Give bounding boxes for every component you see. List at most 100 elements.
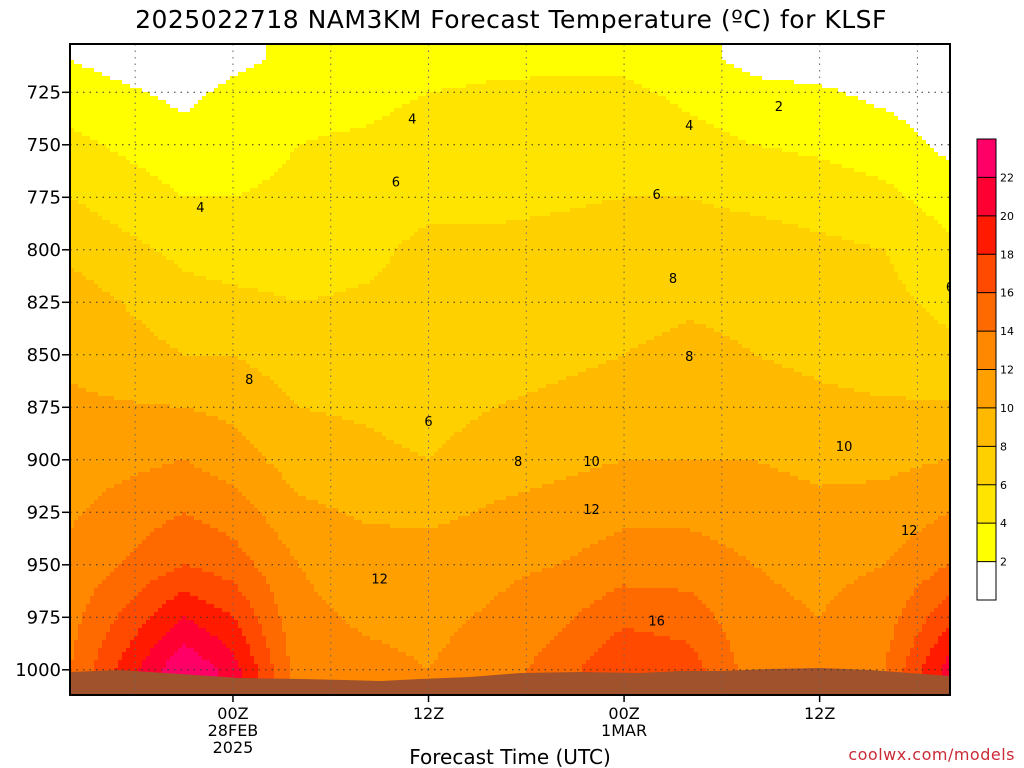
temperature-cell <box>134 444 138 448</box>
temperature-cell <box>138 112 142 116</box>
temperature-cell <box>138 644 142 648</box>
temperature-cell <box>130 484 134 488</box>
temperature-cell <box>118 572 122 576</box>
temperature-cell <box>106 260 110 264</box>
temperature-cell <box>86 608 90 612</box>
temperature-cell <box>78 512 82 516</box>
temperature-cell <box>90 64 94 68</box>
temperature-cell <box>98 416 102 420</box>
temperature-cell <box>106 588 110 592</box>
temperature-cell <box>138 500 142 504</box>
temperature-cell <box>138 448 142 452</box>
temperature-cell <box>110 384 114 388</box>
temperature-cell <box>122 184 126 188</box>
temperature-cell <box>110 124 114 128</box>
temperature-cell <box>74 68 78 72</box>
temperature-cell <box>138 628 142 632</box>
temperature-cell <box>126 412 130 416</box>
temperature-cell <box>122 388 126 392</box>
temperature-cell <box>134 140 138 144</box>
temperature-cell <box>90 592 94 596</box>
temperature-cell <box>134 368 138 372</box>
temperature-cell <box>146 380 150 384</box>
temperature-cell <box>106 480 110 484</box>
temperature-cell <box>146 640 150 644</box>
temperature-cell <box>122 396 126 400</box>
temperature-cell <box>98 220 102 224</box>
temperature-cell <box>94 604 98 608</box>
temperature-cell <box>146 64 150 68</box>
temperature-cell <box>126 488 130 492</box>
temperature-cell <box>134 304 138 308</box>
temperature-cell <box>102 628 106 632</box>
temperature-cell <box>86 464 90 468</box>
temperature-cell <box>102 124 106 128</box>
temperature-cell <box>114 504 118 508</box>
temperature-cell <box>134 644 138 648</box>
temperature-cell <box>94 528 98 532</box>
temperature-cell <box>74 244 78 248</box>
temperature-cell <box>134 596 138 600</box>
temperature-cell <box>98 432 102 436</box>
temperature-cell <box>90 204 94 208</box>
temperature-cell <box>142 200 146 204</box>
temperature-cell <box>142 316 146 320</box>
temperature-cell <box>82 392 86 396</box>
temperature-cell <box>82 588 86 592</box>
temperature-cell <box>98 196 102 200</box>
temperature-cell <box>90 296 94 300</box>
temperature-cell <box>142 88 146 92</box>
temperature-cell <box>130 368 134 372</box>
temperature-cell <box>110 424 114 428</box>
temperature-cell <box>142 580 146 584</box>
temperature-cell <box>82 416 86 420</box>
temperature-cell <box>90 136 94 140</box>
temperature-cell <box>86 108 90 112</box>
temperature-cell <box>138 424 142 428</box>
temperature-cell <box>110 312 114 316</box>
temperature-cell <box>114 620 118 624</box>
temperature-cell <box>102 636 106 640</box>
temperature-cell <box>118 644 122 648</box>
temperature-cell <box>78 488 82 492</box>
temperature-cell <box>110 136 114 140</box>
temperature-cell <box>106 516 110 520</box>
temperature-cell <box>126 552 130 556</box>
temperature-cell <box>94 320 98 324</box>
temperature-cell <box>118 500 122 504</box>
temperature-cell <box>130 544 134 548</box>
temperature-cell <box>94 52 98 56</box>
temperature-cell <box>126 124 130 128</box>
temperature-cell <box>142 328 146 332</box>
temperature-cell <box>78 48 82 52</box>
temperature-cell <box>110 72 114 76</box>
temperature-cell <box>78 580 82 584</box>
temperature-cell <box>102 592 106 596</box>
temperature-cell <box>106 112 110 116</box>
temperature-cell <box>110 640 114 644</box>
temperature-cell <box>122 332 126 336</box>
temperature-cell <box>110 184 114 188</box>
temperature-cell <box>130 548 134 552</box>
temperature-cell <box>110 600 114 604</box>
temperature-cell <box>106 288 110 292</box>
temperature-cell <box>110 440 114 444</box>
temperature-cell <box>142 376 146 380</box>
temperature-cell <box>98 204 102 208</box>
temperature-cell <box>146 448 150 452</box>
temperature-cell <box>106 424 110 428</box>
temperature-cell <box>110 164 114 168</box>
temperature-cell <box>74 384 78 388</box>
temperature-cell <box>90 384 94 388</box>
temperature-cell <box>74 392 78 396</box>
temperature-cell <box>74 296 78 300</box>
temperature-cell <box>138 128 142 132</box>
temperature-cell <box>146 196 150 200</box>
temperature-cell <box>110 376 114 380</box>
temperature-cell <box>110 180 114 184</box>
temperature-cell <box>134 88 138 92</box>
temperature-cell <box>102 200 106 204</box>
temperature-cell <box>138 464 142 468</box>
temperature-cell <box>130 424 134 428</box>
temperature-cell <box>106 344 110 348</box>
